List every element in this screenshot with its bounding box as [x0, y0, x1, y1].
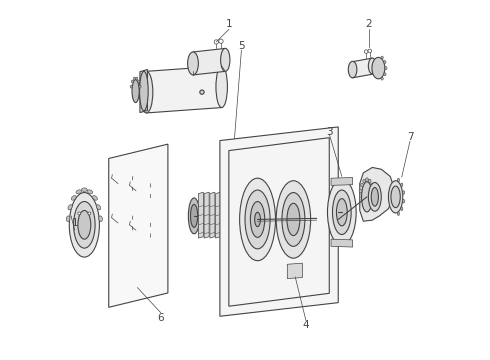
Polygon shape — [109, 144, 168, 307]
Ellipse shape — [362, 182, 372, 212]
Polygon shape — [140, 69, 147, 113]
Ellipse shape — [333, 190, 351, 234]
Polygon shape — [287, 263, 302, 279]
Polygon shape — [227, 192, 232, 238]
Polygon shape — [147, 66, 221, 113]
Ellipse shape — [368, 183, 381, 211]
Ellipse shape — [372, 189, 375, 193]
Text: 4: 4 — [303, 320, 309, 330]
Ellipse shape — [337, 199, 347, 226]
Ellipse shape — [397, 212, 399, 216]
Polygon shape — [198, 192, 203, 238]
Ellipse shape — [370, 183, 373, 187]
Ellipse shape — [188, 198, 200, 234]
Ellipse shape — [133, 77, 136, 80]
Ellipse shape — [255, 212, 260, 226]
Ellipse shape — [93, 195, 98, 200]
Polygon shape — [331, 239, 353, 247]
Ellipse shape — [363, 179, 366, 183]
Ellipse shape — [136, 77, 138, 80]
Polygon shape — [210, 192, 215, 238]
Ellipse shape — [368, 58, 376, 74]
Polygon shape — [331, 177, 353, 185]
Ellipse shape — [66, 216, 70, 221]
Text: 2: 2 — [366, 19, 372, 29]
Ellipse shape — [68, 204, 72, 210]
Polygon shape — [353, 58, 372, 78]
Ellipse shape — [87, 190, 93, 194]
Ellipse shape — [287, 203, 300, 235]
Text: 5: 5 — [238, 41, 245, 50]
Ellipse shape — [381, 56, 383, 59]
Ellipse shape — [140, 71, 148, 111]
Ellipse shape — [220, 48, 230, 71]
Ellipse shape — [245, 190, 270, 249]
Polygon shape — [193, 48, 225, 75]
Text: 1: 1 — [72, 218, 78, 228]
Text: 6: 6 — [157, 313, 164, 323]
Ellipse shape — [216, 66, 227, 108]
Ellipse shape — [76, 190, 81, 194]
Ellipse shape — [78, 211, 91, 239]
Ellipse shape — [69, 193, 99, 257]
Ellipse shape — [361, 183, 364, 187]
Ellipse shape — [74, 202, 95, 248]
Ellipse shape — [401, 207, 403, 211]
Ellipse shape — [132, 80, 139, 103]
Ellipse shape — [71, 195, 76, 200]
Ellipse shape — [368, 179, 371, 183]
Text: 3: 3 — [326, 127, 333, 136]
Ellipse shape — [88, 212, 91, 215]
Ellipse shape — [240, 178, 275, 261]
Ellipse shape — [397, 178, 399, 182]
Ellipse shape — [366, 178, 368, 181]
Ellipse shape — [368, 49, 371, 53]
Text: 1: 1 — [225, 19, 232, 29]
Ellipse shape — [381, 77, 383, 80]
Ellipse shape — [81, 188, 87, 192]
Ellipse shape — [384, 60, 386, 63]
Ellipse shape — [78, 212, 81, 215]
Ellipse shape — [131, 80, 134, 83]
Polygon shape — [216, 192, 220, 238]
Ellipse shape — [385, 67, 387, 69]
Ellipse shape — [99, 216, 102, 221]
Polygon shape — [204, 192, 209, 238]
Ellipse shape — [226, 194, 239, 236]
Ellipse shape — [327, 179, 356, 245]
Polygon shape — [220, 127, 338, 316]
Ellipse shape — [140, 71, 153, 113]
Ellipse shape — [403, 199, 405, 203]
Ellipse shape — [384, 73, 386, 76]
Ellipse shape — [365, 50, 368, 53]
Ellipse shape — [372, 57, 385, 79]
Ellipse shape — [191, 204, 197, 227]
Ellipse shape — [391, 186, 400, 208]
Polygon shape — [221, 192, 226, 238]
Ellipse shape — [97, 204, 101, 210]
Ellipse shape — [130, 85, 132, 88]
Ellipse shape — [401, 183, 403, 186]
Ellipse shape — [139, 85, 141, 88]
Ellipse shape — [138, 80, 140, 83]
Ellipse shape — [219, 39, 223, 43]
Ellipse shape — [250, 202, 265, 237]
Ellipse shape — [214, 40, 219, 44]
Ellipse shape — [276, 181, 311, 258]
Ellipse shape — [389, 181, 403, 213]
Ellipse shape — [359, 189, 362, 193]
Text: 7: 7 — [407, 132, 413, 142]
Ellipse shape — [348, 61, 357, 78]
Ellipse shape — [371, 188, 378, 206]
Ellipse shape — [282, 193, 305, 246]
Ellipse shape — [200, 90, 204, 94]
Ellipse shape — [228, 201, 237, 229]
Ellipse shape — [403, 191, 405, 194]
Polygon shape — [360, 167, 394, 221]
Ellipse shape — [188, 52, 198, 75]
